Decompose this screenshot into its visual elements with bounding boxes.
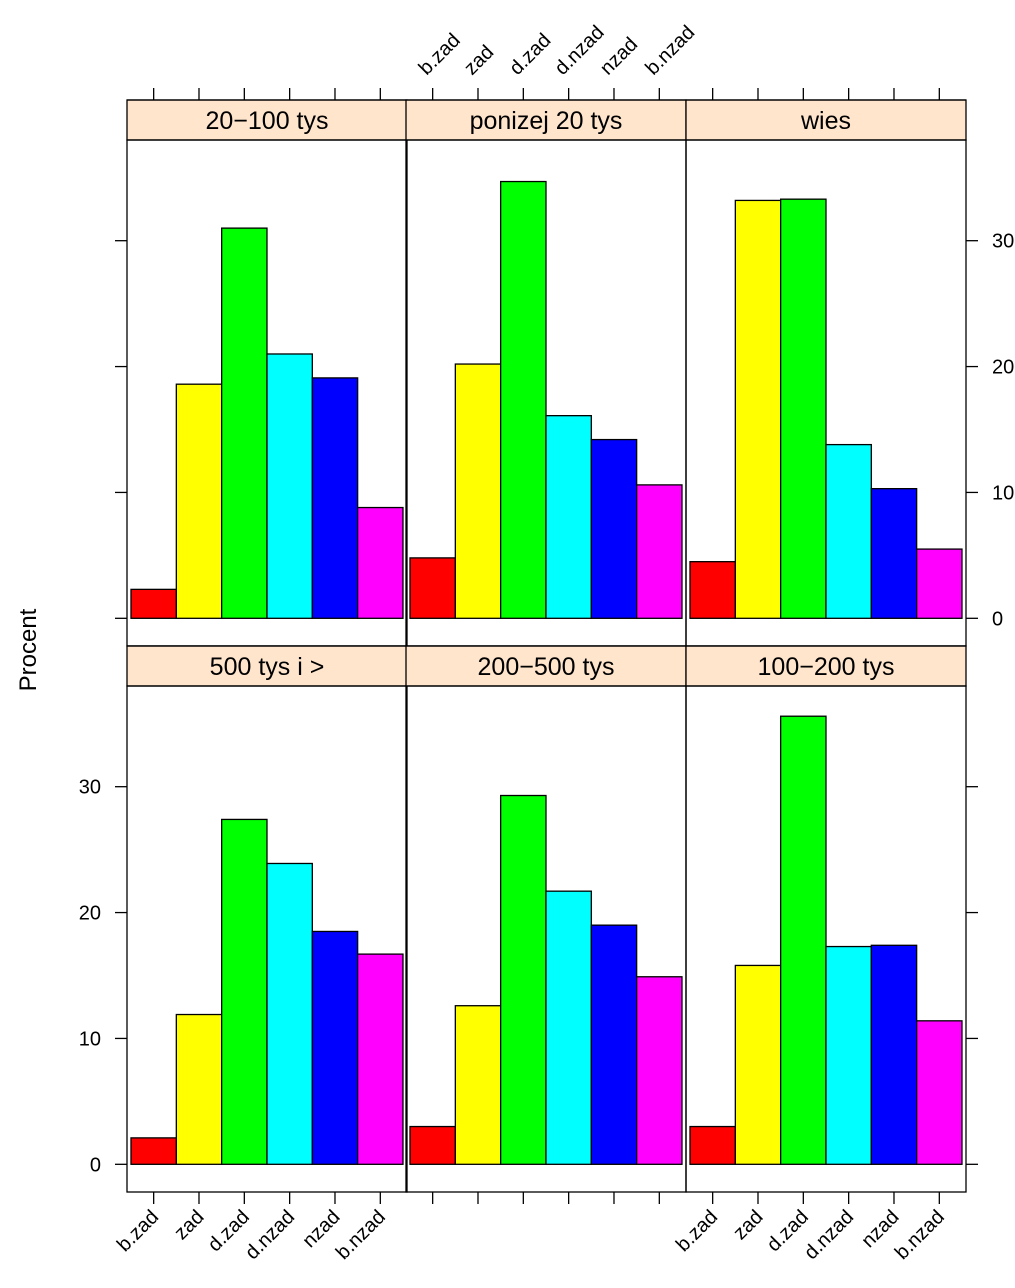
bar-b.nzad xyxy=(916,548,963,619)
bar-nzad xyxy=(311,930,359,1165)
y-axis-title: Procent xyxy=(15,608,42,691)
bar-nzad xyxy=(311,377,359,619)
bar-b.zad xyxy=(409,1125,456,1165)
bar-zad xyxy=(454,1005,502,1165)
panel-strip xyxy=(685,99,967,141)
y-tick-label: 0 xyxy=(90,1154,101,1176)
x-category-label: b.zad xyxy=(672,1206,722,1256)
bar-zad xyxy=(454,363,502,619)
bar-b.nzad xyxy=(356,953,404,1165)
bar-d.zad xyxy=(500,180,547,619)
panel-strip xyxy=(405,99,687,141)
bar-d.nzad xyxy=(266,353,313,619)
bar-zad xyxy=(734,964,782,1165)
panel-strip xyxy=(126,99,408,141)
bar-d.zad xyxy=(780,715,827,1165)
panel-frame xyxy=(685,685,967,1193)
y-tick-label: 20 xyxy=(79,903,101,925)
panel-strip xyxy=(126,645,408,687)
bar-d.nzad xyxy=(825,945,872,1165)
bar-d.zad xyxy=(221,818,268,1165)
panel-title: wies xyxy=(800,107,851,135)
y-tick-label: 30 xyxy=(79,777,101,799)
bar-d.zad xyxy=(500,794,547,1165)
x-category-label: b.nzad xyxy=(332,1206,390,1264)
bar-d.zad xyxy=(221,227,268,619)
bar-nzad xyxy=(870,944,918,1165)
bar-zad xyxy=(175,383,223,619)
y-tick-label: 0 xyxy=(992,608,1003,630)
bar-d.zad xyxy=(780,198,827,619)
y-tick-label: 10 xyxy=(992,482,1014,504)
x-category-label: d.nzad xyxy=(241,1206,299,1264)
x-category-label: zad xyxy=(460,41,498,79)
bar-d.nzad xyxy=(545,415,592,619)
x-category-label: zad xyxy=(170,1206,208,1244)
panel-title: 500 tys i > xyxy=(210,653,325,681)
panel-frame xyxy=(126,685,408,1193)
bar-b.nzad xyxy=(916,1020,963,1165)
x-category-label: b.zad xyxy=(415,29,465,79)
x-category-label: b.nzad xyxy=(641,22,699,80)
bar-b.zad xyxy=(130,588,177,619)
panel-title: ponizej 20 tys xyxy=(470,107,623,135)
bar-b.zad xyxy=(689,561,736,619)
bar-d.nzad xyxy=(545,890,592,1165)
y-tick-label: 30 xyxy=(992,231,1014,253)
x-category-label: d.nzad xyxy=(800,1206,858,1264)
x-category-label: d.nzad xyxy=(551,22,609,80)
panel-title: 20−100 tys xyxy=(205,107,328,135)
y-tick-label: 10 xyxy=(79,1028,101,1050)
bar-d.nzad xyxy=(266,862,313,1165)
y-tick-label: 20 xyxy=(992,357,1014,379)
bar-nzad xyxy=(590,438,638,619)
bar-b.zad xyxy=(130,1137,177,1165)
x-category-label: b.zad xyxy=(113,1206,163,1256)
bar-nzad xyxy=(590,924,638,1165)
x-category-label: zad xyxy=(729,1206,767,1244)
panel-strip xyxy=(685,645,967,687)
bar-d.nzad xyxy=(825,443,872,619)
bar-b.zad xyxy=(689,1125,736,1165)
bar-b.nzad xyxy=(636,976,683,1165)
bar-zad xyxy=(734,199,782,619)
panel-title: 100−200 tys xyxy=(758,653,895,681)
bar-b.nzad xyxy=(636,484,683,619)
bar-nzad xyxy=(870,488,918,619)
panel-title: 200−500 tys xyxy=(478,653,615,681)
bar-b.nzad xyxy=(356,506,404,619)
panel-strip xyxy=(405,645,687,687)
bar-zad xyxy=(175,1013,223,1165)
x-category-label: d.zad xyxy=(505,29,555,79)
x-category-label: b.nzad xyxy=(891,1206,949,1264)
bar-b.zad xyxy=(409,557,456,619)
